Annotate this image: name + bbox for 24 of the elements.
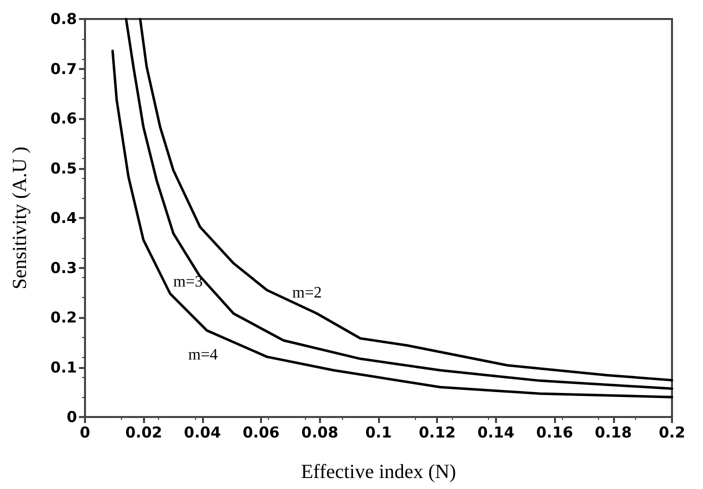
x-tick-label: 0.14	[477, 424, 514, 442]
y-tick-label: 0.4	[50, 209, 77, 227]
x-axis-title: Effective index (N)	[300, 461, 456, 483]
x-tick-label: 0.2	[658, 424, 686, 442]
y-tick-label: 0.7	[50, 60, 77, 78]
y-tick-label: 0.2	[50, 308, 77, 326]
x-tick-label: 0.1	[365, 424, 392, 442]
x-tick-label: 0.12	[418, 424, 456, 442]
x-tick-label: 0.08	[301, 424, 338, 442]
annotation: m=4	[188, 346, 218, 364]
x-tick-label: 0	[80, 424, 90, 442]
x-tick-label: 0.16	[536, 424, 574, 442]
x-tick-label: 0.18	[594, 424, 632, 442]
y-tick-label: 0.5	[50, 159, 77, 178]
y-tick-label: 0.6	[50, 110, 77, 128]
y-tick-label: 0	[66, 408, 77, 426]
x-tick-label: 0.06	[242, 424, 280, 442]
annotation: m=2	[292, 284, 322, 302]
x-tick-label: 0.04	[184, 424, 221, 442]
x-tick-label: 0.02	[125, 424, 162, 442]
y-tick-label: 0.8	[50, 10, 77, 28]
y-tick-label: 0.3	[50, 258, 77, 277]
y-tick-label: 0.1	[50, 358, 77, 376]
y-axis-title: Sensitivity (A.U )	[9, 146, 31, 290]
